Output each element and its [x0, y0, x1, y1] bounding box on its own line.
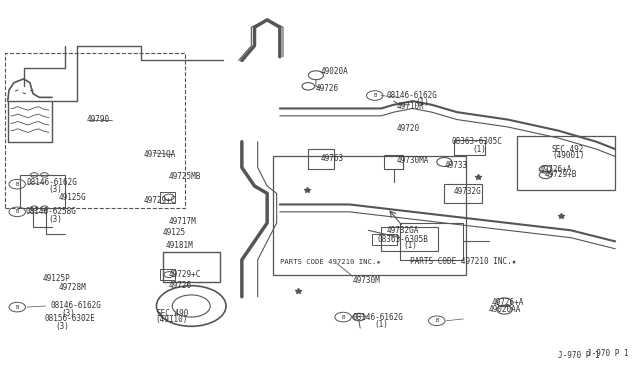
Text: B: B — [435, 318, 438, 323]
Text: J-970 P 1: J-970 P 1 — [587, 350, 628, 359]
Text: 49726+A: 49726+A — [540, 165, 572, 174]
Bar — [308, 149, 333, 169]
Bar — [20, 175, 65, 208]
Text: B: B — [373, 93, 376, 98]
Text: 08146-6258G: 08146-6258G — [26, 207, 76, 217]
Text: 08363-6305B: 08363-6305B — [377, 235, 428, 244]
Text: (3): (3) — [49, 185, 63, 194]
Text: (1): (1) — [375, 320, 388, 329]
Bar — [517, 136, 615, 190]
Text: (49110): (49110) — [155, 315, 188, 324]
Text: 08146-6162G: 08146-6162G — [353, 312, 403, 321]
Text: 49733: 49733 — [444, 161, 467, 170]
Text: PARTS CODE 497210 INC.★: PARTS CODE 497210 INC.★ — [410, 257, 516, 266]
Bar — [400, 223, 463, 260]
Text: 08156-6302E: 08156-6302E — [44, 314, 95, 323]
Text: 49020A: 49020A — [321, 67, 349, 76]
Text: (49001): (49001) — [552, 151, 584, 160]
Text: 49726+A: 49726+A — [492, 298, 524, 307]
Bar — [384, 155, 403, 169]
Text: 49732GA: 49732GA — [386, 226, 419, 235]
Text: 49730MA: 49730MA — [397, 155, 429, 165]
Text: 49729+B: 49729+B — [545, 170, 577, 179]
Text: 49020AA: 49020AA — [489, 305, 521, 314]
Text: B: B — [342, 315, 345, 320]
Text: 49732G: 49732G — [454, 187, 481, 196]
Bar — [381, 227, 438, 251]
Text: (1): (1) — [416, 99, 429, 108]
Text: 49726: 49726 — [316, 84, 339, 93]
Text: 49181M: 49181M — [166, 241, 194, 250]
Text: 49763: 49763 — [321, 154, 344, 163]
Text: 49729+C: 49729+C — [169, 270, 202, 279]
Text: B: B — [15, 305, 19, 310]
Bar — [4, 53, 185, 208]
Text: (1): (1) — [403, 241, 417, 250]
Text: 49790: 49790 — [87, 115, 110, 124]
Text: 49125: 49125 — [163, 228, 186, 237]
Bar — [454, 140, 486, 155]
Text: B: B — [15, 209, 19, 214]
Bar — [444, 184, 483, 203]
Text: PARTS CODE 497210 INC.★: PARTS CODE 497210 INC.★ — [280, 259, 380, 265]
Text: 08363-6305C: 08363-6305C — [452, 137, 503, 146]
Text: J-970 P 1: J-970 P 1 — [558, 350, 600, 360]
Bar — [273, 157, 467, 275]
Bar — [372, 234, 397, 245]
Text: 49729+C: 49729+C — [144, 196, 176, 205]
Text: (3): (3) — [55, 322, 69, 331]
Text: B: B — [15, 182, 19, 187]
Text: (1): (1) — [473, 145, 486, 154]
Text: (3): (3) — [49, 215, 63, 224]
Text: 49125P: 49125P — [42, 274, 70, 283]
Text: 49725MB: 49725MB — [169, 172, 202, 181]
Bar — [159, 192, 175, 203]
Text: 49720: 49720 — [397, 124, 420, 133]
Text: SEC.490: SEC.490 — [156, 309, 189, 318]
Text: 49721QA: 49721QA — [144, 150, 176, 159]
Bar — [159, 269, 175, 280]
Text: SEC.492: SEC.492 — [552, 145, 584, 154]
Text: 49710R: 49710R — [397, 102, 424, 111]
Text: 49726: 49726 — [169, 281, 192, 290]
Text: 08146-6162G: 08146-6162G — [386, 91, 437, 100]
Bar — [163, 253, 220, 282]
Text: 49125G: 49125G — [58, 193, 86, 202]
Text: (3): (3) — [61, 309, 76, 318]
Text: 08146-6162G: 08146-6162G — [27, 178, 77, 187]
Text: 49728M: 49728M — [58, 283, 86, 292]
Text: 08146-6162G: 08146-6162G — [51, 301, 102, 311]
Text: 49717M: 49717M — [169, 217, 197, 225]
Text: 49730M: 49730M — [353, 276, 380, 285]
